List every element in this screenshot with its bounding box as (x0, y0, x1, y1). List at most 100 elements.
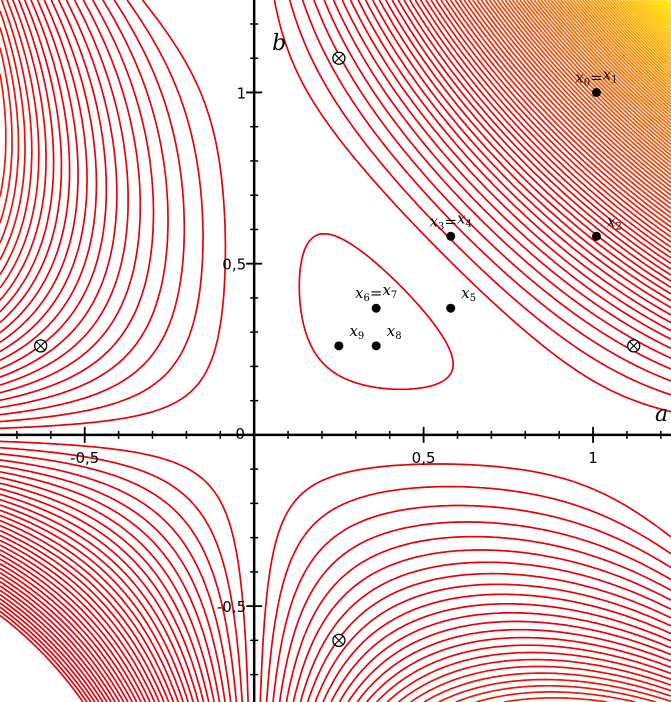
contour-line (0, 562, 134, 702)
contour-line (547, 0, 671, 128)
contour-line (572, 0, 671, 102)
origin-label: 0 (235, 425, 245, 443)
contour-line (480, 0, 671, 196)
contour-line (0, 614, 84, 702)
contour-line (608, 0, 671, 65)
contour-line (484, 0, 671, 192)
point-label-x3x4: x3=x4 (430, 209, 472, 232)
contour-line (0, 504, 190, 702)
contour-line (0, 534, 161, 702)
contour-line (593, 0, 671, 80)
contour-line (0, 610, 88, 702)
contour-line (653, 0, 671, 18)
contour-line (0, 524, 170, 702)
contour-line (643, 0, 671, 29)
contour-line (0, 544, 151, 702)
contour-line (599, 0, 671, 74)
contour-line (619, 0, 671, 54)
contour-line (560, 0, 671, 115)
contour-line (488, 0, 671, 188)
contour-line (0, 576, 121, 702)
point-label-x6x7: x6=x7 (355, 281, 397, 304)
contour-line (540, 0, 671, 135)
contour-line (543, 0, 671, 131)
contour-line (645, 0, 671, 26)
contour-line (0, 589, 108, 702)
contour-line (602, 0, 671, 71)
contour-line (596, 0, 671, 77)
contour-line (0, 453, 238, 702)
contour-line (563, 0, 671, 111)
contour-line (0, 509, 185, 702)
contour-line (640, 0, 671, 32)
contour-line (622, 0, 671, 51)
contour-line (613, 0, 671, 59)
contour-line (656, 0, 671, 16)
contour-line (504, 0, 671, 172)
contour-line (605, 0, 671, 68)
contour-line (522, 0, 671, 153)
contour-line (0, 572, 125, 702)
point-label-x8: x8 (387, 322, 402, 342)
contour-line (0, 598, 100, 702)
contour-line (0, 602, 96, 702)
x-tick-label: 1 (588, 449, 598, 467)
x-tick-label: 0,5 (412, 449, 436, 467)
y-tick-label: -0,5 (217, 598, 246, 616)
contour-line (590, 0, 671, 83)
contour-line (0, 585, 112, 702)
major-ticks (83, 91, 594, 608)
point-x0x1 (591, 87, 601, 97)
point-label-x9: x9 (349, 322, 364, 342)
contour-line (0, 593, 104, 702)
saddle-marker (332, 51, 346, 65)
contour-line (0, 493, 200, 702)
contour-line (0, 558, 138, 702)
saddle-marker (332, 633, 346, 648)
point-x2 (591, 231, 601, 241)
point-x6x7 (371, 303, 381, 313)
contour-line (492, 0, 671, 184)
tick-labels: -0,5 0,5 1 -0,5 0,5 1 (70, 84, 598, 616)
contour-line (0, 549, 147, 702)
x-axis-label: a (655, 402, 668, 427)
contour-line (616, 0, 671, 56)
point-x5 (446, 303, 456, 313)
point-x3x4 (446, 231, 456, 241)
contour-line (0, 567, 129, 702)
contour-line (0, 446, 244, 702)
point-label-x2: x2 (607, 212, 622, 232)
x-tick-label: -0,5 (70, 449, 99, 467)
contour-line (0, 476, 215, 702)
contour-line (0, 498, 195, 702)
point-x9 (334, 341, 344, 351)
saddle-points (34, 51, 641, 648)
contour-line (0, 482, 210, 702)
point-x8 (371, 341, 381, 351)
contour-line (536, 0, 671, 138)
contour-line (0, 465, 226, 702)
point-label-x0x1: x0=x1 (575, 65, 617, 88)
contour-line (0, 487, 205, 702)
contour-line (0, 529, 165, 702)
contour-line (472, 0, 671, 205)
contour-line (463, 0, 671, 214)
contour-line (0, 514, 180, 702)
contour-line (0, 459, 232, 702)
contour-line (0, 539, 156, 702)
contour-line (0, 232, 455, 702)
contour-line (0, 553, 142, 702)
y-tick-label: 1 (237, 84, 247, 102)
contour-line (587, 0, 671, 86)
y-axis-label: b (272, 31, 286, 56)
